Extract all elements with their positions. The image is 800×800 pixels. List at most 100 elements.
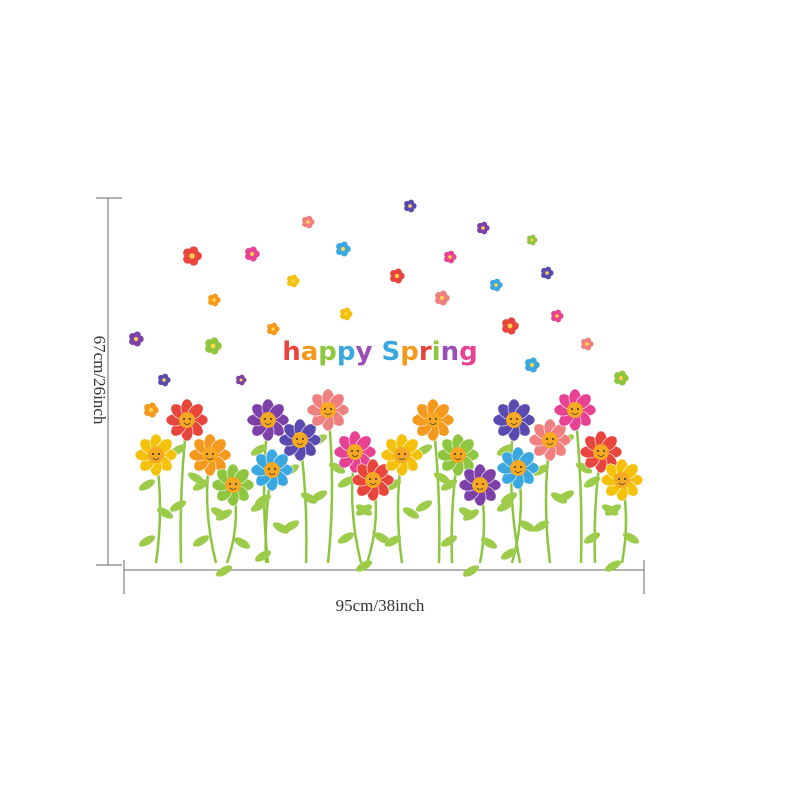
flower-part <box>571 412 579 415</box>
flower-part <box>249 246 257 254</box>
flower-part <box>347 444 363 460</box>
flower-part <box>429 418 431 420</box>
flower-part <box>158 453 160 455</box>
flower-part <box>162 373 169 380</box>
flower-part <box>148 447 164 463</box>
flower-part <box>552 438 554 440</box>
flower-part <box>583 476 601 488</box>
flower-part <box>597 454 605 457</box>
flower-part <box>604 504 622 516</box>
flower-part <box>202 447 218 463</box>
flower-part <box>233 537 251 549</box>
flower-part <box>369 478 371 480</box>
flower-part <box>546 438 548 440</box>
flower-part <box>192 535 210 547</box>
flower-part <box>270 418 272 420</box>
flower-part <box>292 432 308 448</box>
flower-part <box>500 492 518 504</box>
flower-part <box>133 331 141 339</box>
flower-part <box>264 418 266 420</box>
flower-part <box>571 408 573 410</box>
flower-part <box>394 273 400 279</box>
flower-part <box>337 532 355 544</box>
flower-part <box>268 472 276 475</box>
flower-part <box>254 494 272 506</box>
flower-part <box>506 412 522 428</box>
flower-part <box>585 337 592 344</box>
flower-part <box>373 532 391 544</box>
flower-part <box>618 482 626 485</box>
flower-part <box>271 327 275 331</box>
flower-part <box>394 447 410 463</box>
flower-part <box>183 418 185 420</box>
flower-part <box>169 500 187 512</box>
flower-part <box>440 535 458 547</box>
flower-part <box>162 378 166 382</box>
flower-part <box>375 478 377 480</box>
flower-part <box>179 419 189 564</box>
flower-part <box>529 357 537 365</box>
flower-part <box>239 374 245 380</box>
dimension-lines <box>96 197 645 594</box>
flower-part <box>476 487 484 490</box>
headline: happy Spring <box>282 337 478 367</box>
flower-part <box>215 509 233 521</box>
flower-part <box>229 487 237 490</box>
flower-part <box>152 457 160 460</box>
flower-part <box>545 266 552 273</box>
flower-part <box>351 450 353 452</box>
flower-part <box>480 537 498 549</box>
flower-part <box>573 409 583 564</box>
flower-part <box>516 418 518 420</box>
flower-part <box>454 457 462 460</box>
flower-part <box>481 226 485 230</box>
flower-part <box>394 268 402 276</box>
flower-part <box>448 255 452 259</box>
flower-part <box>183 422 191 425</box>
flower-part <box>462 509 480 521</box>
flower-part <box>593 444 609 460</box>
flower-part <box>494 283 498 287</box>
flower-part <box>344 307 351 314</box>
flower-part <box>520 466 522 468</box>
flower-part <box>206 453 208 455</box>
flower-part <box>603 450 605 452</box>
flower-part <box>340 241 348 249</box>
flower-illustration <box>129 199 644 577</box>
flower-part <box>496 444 514 456</box>
flower-part <box>408 204 412 208</box>
flower-part <box>597 450 599 452</box>
flower-part <box>514 470 522 473</box>
flower-part <box>212 293 219 300</box>
flower-part <box>415 500 433 512</box>
flower-part <box>472 477 488 493</box>
flower-part <box>555 309 562 316</box>
flower-part <box>514 466 516 468</box>
flower-part <box>439 290 447 298</box>
flower-part <box>324 412 332 415</box>
flower-part <box>618 478 620 480</box>
flower-part <box>408 199 415 206</box>
flower-part <box>306 220 310 224</box>
flower-part <box>462 565 480 577</box>
flower-part <box>189 246 199 256</box>
flower-part <box>291 274 298 281</box>
flower-part <box>496 500 514 512</box>
flower-part <box>546 442 554 445</box>
flower-part <box>542 432 558 448</box>
flower-part <box>532 464 550 476</box>
flower-part <box>271 322 278 329</box>
flower-part <box>532 520 550 532</box>
flower-part <box>320 402 336 418</box>
flower-part <box>225 477 241 493</box>
flower-part <box>435 418 437 420</box>
flower-part <box>507 317 516 326</box>
flower-part <box>398 453 400 455</box>
flower-part <box>402 507 420 519</box>
flower-part <box>583 532 601 544</box>
flower-part <box>189 418 191 420</box>
height-label: 67cm/26inch <box>90 336 109 425</box>
flower-part <box>179 412 195 428</box>
flower-part <box>365 472 381 488</box>
